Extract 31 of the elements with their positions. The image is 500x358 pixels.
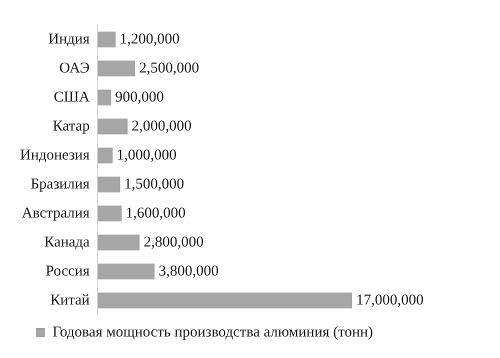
data-label: 1,000,000 [116,147,177,164]
data-label: 2,500,000 [139,60,200,76]
data-label: 3,800,000 [158,263,219,280]
data-label: 2,000,000 [132,118,192,134]
data-label: 2,800,000 [144,234,204,250]
y-tick-label: Индонезия [20,147,90,164]
bar [98,60,136,76]
bar [98,118,128,134]
y-tick-label: Катар [52,118,90,134]
bar [98,176,120,192]
y-tick-label: Австралия [22,205,90,222]
data-label: 1,200,000 [120,31,180,48]
bar [98,148,113,164]
bar [98,292,352,308]
bar [98,206,122,222]
bar [98,32,116,48]
bar [98,234,140,250]
y-tick-label: США [54,89,90,106]
data-label: 17,000,000 [356,292,424,308]
bar [98,264,155,280]
y-tick-label: Китай [50,292,90,308]
data-label: 1,600,000 [126,205,186,222]
legend-label: Годовая мощность производства алюминия (тонн) [52,324,374,340]
data-label: 1,500,000 [124,176,184,192]
y-tick-label: Россия [46,263,90,280]
y-tick-label: Канада [44,234,90,250]
bar [98,90,112,106]
y-tick-label: Индия [48,31,90,48]
data-label: 900,000 [115,89,164,106]
y-tick-label: ОАЭ [59,60,90,76]
y-tick-label: Бразилия [30,176,90,192]
